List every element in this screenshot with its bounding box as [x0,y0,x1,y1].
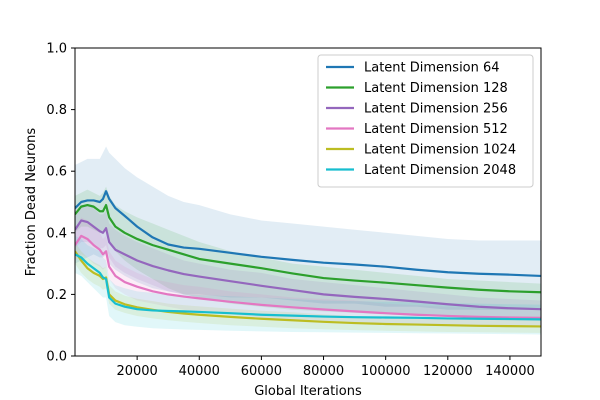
legend-label-6: Latent Dimension 2048 [364,163,516,178]
y-tick-label: 0.6 [46,165,67,180]
x-tick-label: 80000 [303,364,344,379]
line-series-5 [75,250,541,328]
x-tick-label: 100000 [361,364,411,379]
x-tick-label: 140000 [485,364,535,379]
legend-label-3: Latent Dimension 256 [364,102,508,117]
band-series-4 [75,217,541,327]
line-series-3 [75,219,541,311]
y-tick-label: 0.4 [46,226,67,241]
band-series-3 [75,205,541,320]
y-tick-label: 1.0 [46,42,67,57]
y-tick-label: 0.0 [46,350,67,365]
plot-frame [74,47,542,357]
x-tick-label: 20000 [116,364,157,379]
x-tick-label: 120000 [423,364,473,379]
y-axis: 0.0 0.2 0.4 0.6 0.8 1.0 [46,42,75,365]
x-tick-label: 60000 [241,364,282,379]
legend-label-5: Latent Dimension 1024 [364,143,516,158]
line-series-1 [75,190,541,278]
y-tick-label: 0.2 [46,288,67,303]
legend-label-2: Latent Dimension 128 [364,81,508,96]
line-series-4 [75,234,541,319]
line-series-2 [75,203,541,294]
legend-label-4: Latent Dimension 512 [364,122,508,137]
y-tick-label: 0.8 [46,103,67,118]
line-series-6 [75,253,541,321]
series-lines [75,190,541,328]
band-series-1 [75,146,541,310]
y-axis-label: Fraction Dead Neurons [24,128,39,277]
x-axis: 20000 40000 60000 80000 100000 120000 140000 [116,356,535,379]
x-axis-label: Global Iterations [254,384,362,399]
legend-label-1: Latent Dimension 64 [364,61,500,76]
legend-box [317,54,534,188]
legend: Latent Dimension 64 Latent Dimension 128 L… [317,54,534,188]
x-tick-label: 40000 [179,364,220,379]
band-series-5 [75,242,541,333]
band-series-6 [75,235,541,335]
